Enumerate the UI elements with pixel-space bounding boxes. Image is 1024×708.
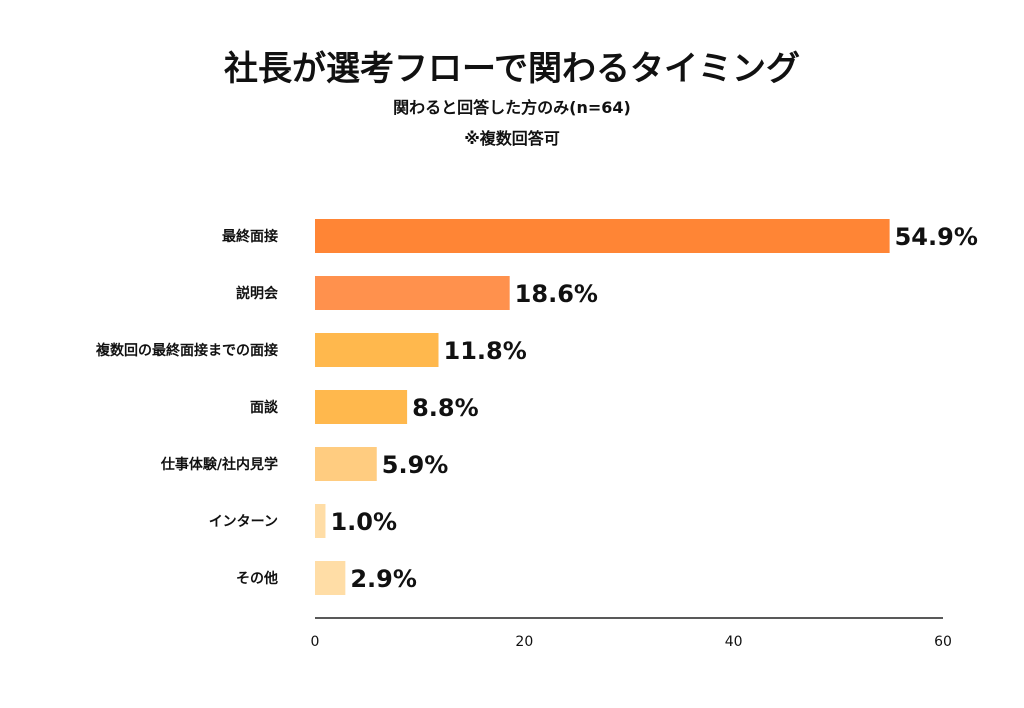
value-label: 54.9% bbox=[895, 223, 978, 251]
category-label: 仕事体験/社内見学 bbox=[160, 456, 278, 473]
bar bbox=[315, 219, 890, 253]
bars-group: 最終面接 54.9% 説明会 18.6% 複数回の最終面接までの面接 11.8% 面談 8.8… bbox=[95, 219, 978, 595]
chart-note: ※複数回答可 bbox=[464, 129, 560, 148]
value-label: 11.8% bbox=[444, 337, 527, 365]
value-label: 1.0% bbox=[330, 508, 397, 536]
bar bbox=[315, 447, 377, 481]
value-label: 18.6% bbox=[515, 280, 598, 308]
category-label: インターン bbox=[209, 514, 278, 530]
category-label: 複数回の最終面接までの面接 bbox=[95, 342, 278, 359]
category-label: 面談 bbox=[250, 399, 279, 416]
x-tick-label: 60 bbox=[934, 634, 952, 650]
x-tick-label: 0 bbox=[311, 634, 320, 650]
x-ticks-group: 0 20 40 60 bbox=[311, 634, 952, 650]
category-label: 最終面接 bbox=[222, 228, 278, 245]
bar bbox=[315, 390, 408, 424]
bar bbox=[315, 333, 439, 367]
category-label: その他 bbox=[236, 570, 278, 587]
chart-title: 社長が選考フローで関わるタイミング bbox=[224, 49, 800, 89]
chart-subtitle: 関わると回答した方のみ(n=64) bbox=[393, 98, 631, 117]
category-label: 説明会 bbox=[236, 285, 279, 302]
value-label: 5.9% bbox=[382, 451, 449, 479]
bar bbox=[315, 276, 510, 310]
bar bbox=[315, 561, 346, 595]
value-label: 2.9% bbox=[350, 565, 417, 593]
bar bbox=[315, 504, 326, 538]
value-label: 8.8% bbox=[412, 394, 479, 422]
x-tick-label: 20 bbox=[515, 634, 533, 650]
x-tick-label: 40 bbox=[725, 634, 743, 650]
